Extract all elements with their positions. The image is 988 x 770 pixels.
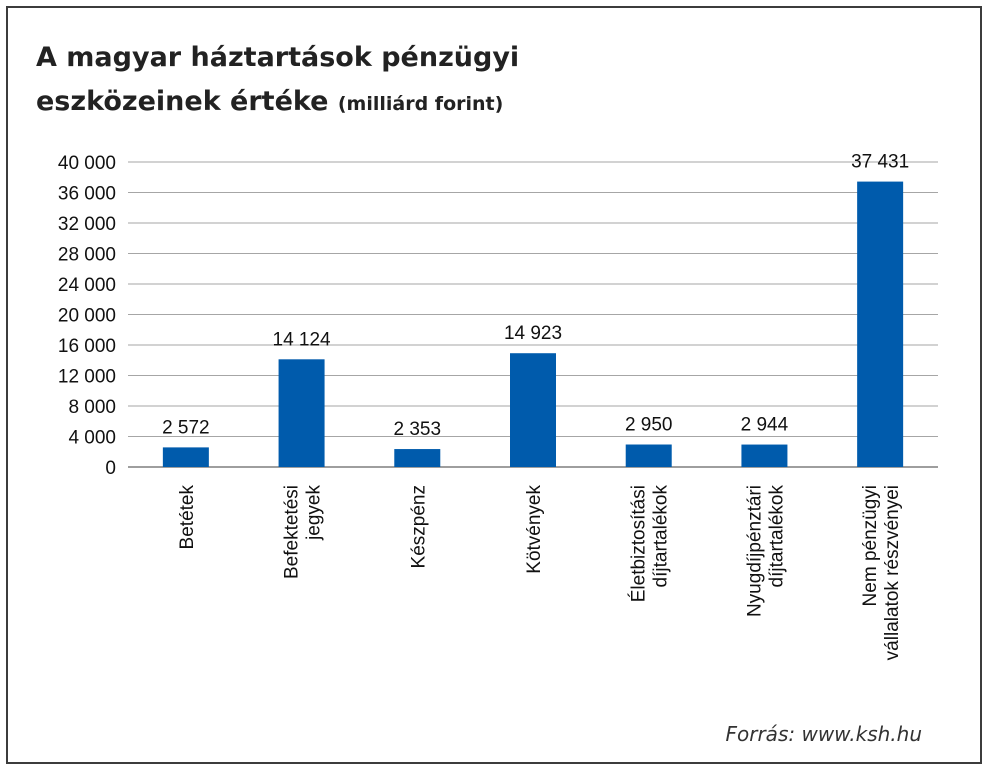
chart-frame [6, 6, 982, 764]
bar [394, 449, 441, 467]
bar [625, 444, 672, 467]
bar [510, 353, 556, 467]
title-line-2: eszközeinek értéke [36, 86, 329, 117]
category-label: Nem pénzügyi [860, 485, 881, 606]
data-label: 14 923 [504, 323, 562, 344]
y-tick-label: 40 000 [58, 153, 116, 174]
category-label: Készpénz [408, 485, 429, 568]
y-tick-label: 36 000 [58, 184, 116, 205]
category-label: díjtartalékok [651, 485, 672, 588]
y-tick-label: 32 000 [58, 214, 116, 235]
category-label: Betétek [177, 485, 198, 550]
data-label: 2 572 [162, 417, 210, 438]
category-label: Kötvények [524, 485, 545, 574]
data-label: 2 950 [625, 415, 673, 436]
title-unit: (milliárd forint) [337, 93, 504, 115]
bar [278, 359, 325, 467]
bar [741, 444, 788, 467]
source-note: Forrás: www.ksh.hu [725, 722, 923, 746]
y-tick-label: 16 000 [58, 336, 116, 357]
y-tick-label: 0 [105, 458, 116, 479]
y-tick-label: 20 000 [58, 306, 116, 327]
category-label: Életbiztosítási [629, 485, 650, 602]
category-label: Befektetési [282, 485, 303, 579]
y-tick-label: 24 000 [58, 275, 116, 296]
title-line-1: A magyar háztartások pénzügyi [36, 42, 520, 73]
category-label: díjtartalékok [766, 485, 787, 588]
y-tick-label: 12 000 [58, 367, 116, 388]
y-tick-label: 4 000 [68, 428, 116, 449]
data-label: 14 124 [273, 329, 332, 350]
bar [162, 447, 209, 467]
category-label: jegyek [304, 485, 325, 541]
data-label: 2 944 [741, 415, 789, 436]
category-label: vállalatok részvényei [882, 485, 903, 660]
chart-title: A magyar háztartások pénzügyi eszközeine… [36, 36, 736, 126]
data-label: 2 353 [394, 419, 442, 440]
y-tick-label: 28 000 [58, 245, 116, 266]
data-label: 37 431 [851, 152, 909, 173]
category-label: Nyugdíjpénztári [744, 485, 765, 617]
y-tick-label: 8 000 [68, 397, 116, 418]
bar [857, 181, 904, 467]
